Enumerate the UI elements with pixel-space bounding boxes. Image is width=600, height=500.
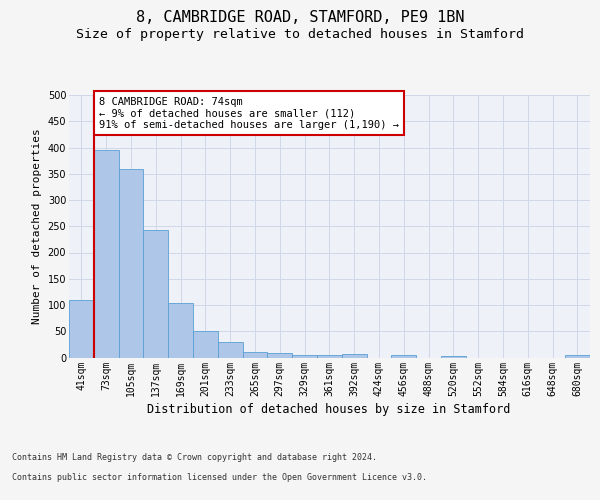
Text: Size of property relative to detached houses in Stamford: Size of property relative to detached ho… [76, 28, 524, 41]
Text: Distribution of detached houses by size in Stamford: Distribution of detached houses by size … [147, 402, 511, 415]
Bar [168, 303, 193, 358]
Bar [193, 331, 218, 357]
Bar [69, 300, 94, 358]
Bar [119, 168, 143, 358]
Y-axis label: Number of detached properties: Number of detached properties [32, 128, 42, 324]
Bar [218, 342, 242, 357]
Bar [317, 355, 342, 358]
Bar [391, 356, 416, 358]
Bar [342, 354, 367, 358]
Text: 8 CAMBRIDGE ROAD: 74sqm
← 9% of detached houses are smaller (112)
91% of semi-de: 8 CAMBRIDGE ROAD: 74sqm ← 9% of detached… [99, 96, 399, 130]
Bar [143, 230, 168, 358]
Bar [441, 356, 466, 358]
Text: Contains HM Land Registry data © Crown copyright and database right 2024.: Contains HM Land Registry data © Crown c… [12, 452, 377, 462]
Bar [94, 150, 119, 358]
Bar [268, 354, 292, 358]
Bar [565, 356, 590, 358]
Bar [292, 355, 317, 358]
Text: 8, CAMBRIDGE ROAD, STAMFORD, PE9 1BN: 8, CAMBRIDGE ROAD, STAMFORD, PE9 1BN [136, 10, 464, 25]
Text: Contains public sector information licensed under the Open Government Licence v3: Contains public sector information licen… [12, 472, 427, 482]
Bar [242, 352, 268, 358]
